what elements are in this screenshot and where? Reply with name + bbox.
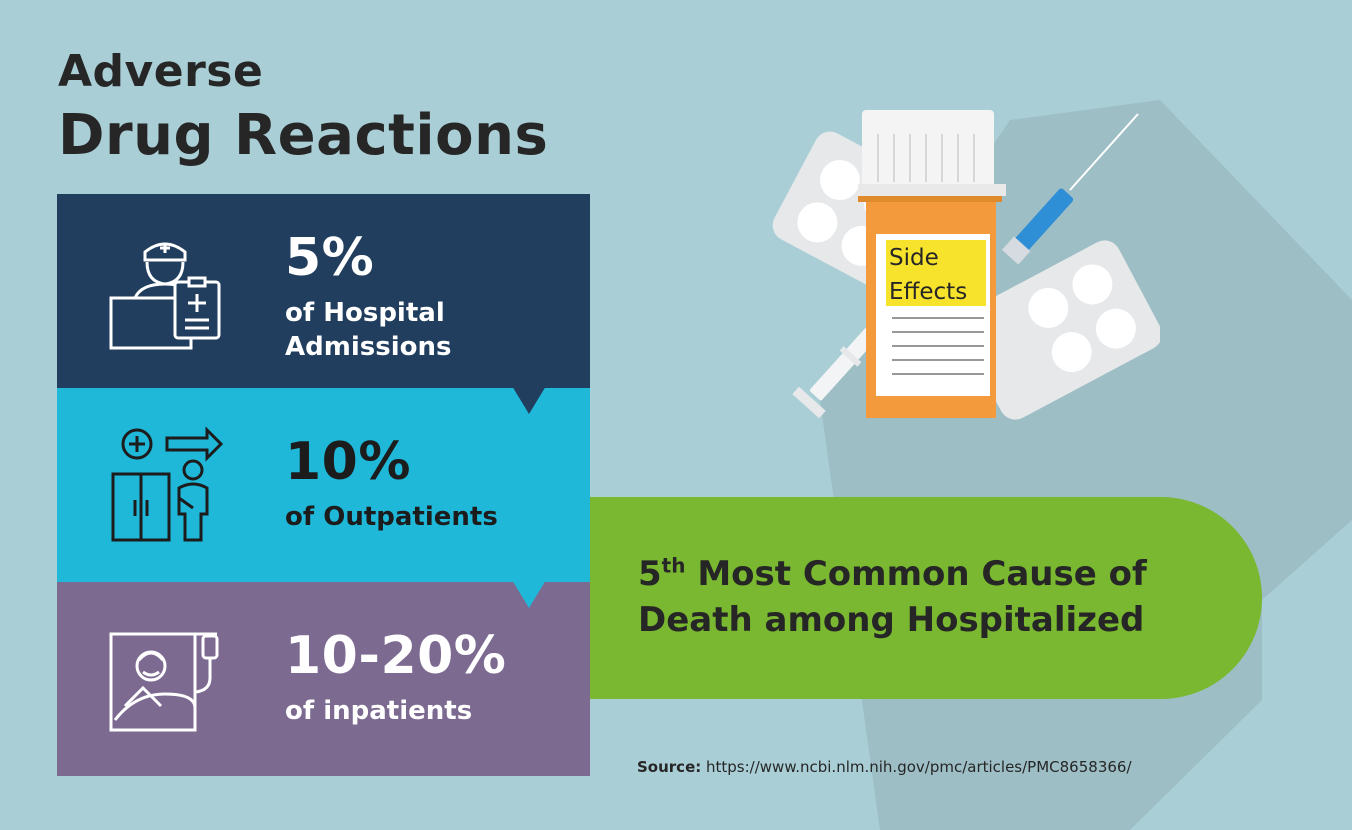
doctor-clipboard-icon <box>109 242 221 350</box>
pointer-notch <box>512 386 546 414</box>
stat-panel-outpatients: 10% of Outpatients <box>57 388 590 608</box>
stat-panel-inpatients: 10-20% of inpatients <box>57 582 590 776</box>
pill-bottle-syringe-illustration <box>772 110 1160 420</box>
callout-line1: Most Common Cause of <box>685 554 1147 594</box>
bottle-label: Side Effects <box>889 241 985 309</box>
stat-description: of inpatients <box>285 696 473 726</box>
stat-outpatients: 10% of Outpatients <box>285 436 498 534</box>
callout-rank: 5 <box>638 554 662 594</box>
stat-description: of Hospital Admissions <box>285 298 452 362</box>
callout-text: 5th Most Common Cause of Death among Hos… <box>638 551 1147 643</box>
title-line1: Adverse <box>58 46 264 97</box>
stat-value: 10-20% <box>285 626 507 686</box>
stat-admissions: 5% of Hospital Admissions <box>285 232 525 364</box>
callout-line2: Death among Hospitalized <box>638 600 1145 640</box>
outpatient-door-icon <box>111 426 224 542</box>
stat-inpatients: 10-20% of inpatients <box>285 630 506 728</box>
bottle-label-line2: Effects <box>889 279 968 305</box>
pointer-notch <box>512 580 546 608</box>
source-citation: Source: https://www.ncbi.nlm.nih.gov/pmc… <box>637 758 1132 776</box>
callout-banner: 5th Most Common Cause of Death among Hos… <box>590 497 1262 699</box>
title-line2: Drug Reactions <box>58 103 549 168</box>
stat-description: of Outpatients <box>285 502 498 532</box>
page-title: Adverse Drug Reactions <box>58 50 548 164</box>
source-label: Source: <box>637 758 702 776</box>
bottle-label-line1: Side <box>889 245 939 271</box>
callout-rank-suffix: th <box>661 553 686 578</box>
stat-value: 5% <box>285 228 375 288</box>
stat-panel-admissions: 5% of Hospital Admissions <box>57 194 590 414</box>
source-url[interactable]: https://www.ncbi.nlm.nih.gov/pmc/article… <box>701 758 1132 776</box>
stat-value: 10% <box>285 432 411 492</box>
patient-bed-icon <box>109 632 219 732</box>
